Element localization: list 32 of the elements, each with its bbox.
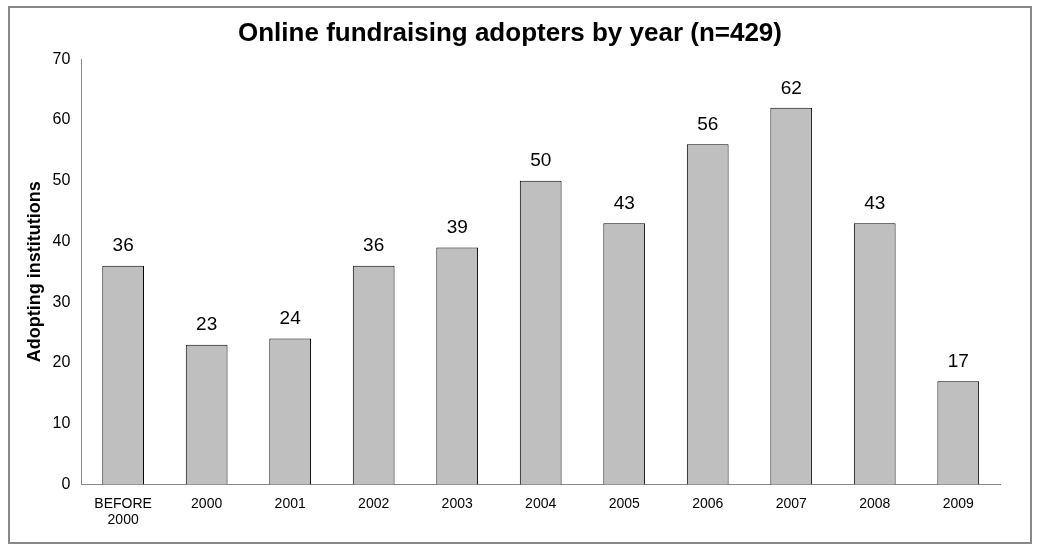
x-tick-label: 2007 (775, 494, 808, 511)
y-tick-label: 30 (52, 292, 71, 310)
x-tick-label: 2001 (274, 494, 306, 511)
data-label: 23 (196, 313, 218, 335)
y-tick-label: 10 (52, 414, 71, 432)
data-label: 56 (697, 112, 719, 134)
x-tick-label: 2006 (692, 494, 724, 511)
y-tick-label: 60 (52, 110, 71, 128)
data-label: 36 (363, 234, 385, 256)
data-label: 43 (613, 191, 635, 213)
data-label: 17 (947, 349, 969, 371)
y-tick-label: 20 (52, 353, 71, 371)
y-axis-title: Adopting institutions (23, 181, 44, 363)
data-label: 36 (112, 234, 134, 256)
data-label: 39 (446, 216, 468, 238)
x-tick-label: 2003 (441, 494, 473, 511)
y-tick-label: 70 (52, 49, 71, 67)
data-label: 50 (530, 149, 552, 171)
data-label: 43 (864, 191, 886, 213)
y-tick-label: 50 (52, 171, 71, 189)
x-tick-label: 2008 (859, 494, 891, 511)
y-tick-label: 40 (52, 231, 71, 249)
chart-title: Online fundraising adopters by year (n=429) (238, 16, 782, 47)
data-label: 62 (780, 76, 802, 98)
x-tick-label: BEFORE 2000 (94, 494, 152, 528)
x-tick-label: 2009 (942, 494, 975, 511)
data-label: 24 (279, 307, 302, 329)
x-tick-label: 2002 (358, 494, 390, 511)
x-tick-label: 2000 (191, 494, 223, 511)
x-tick-label: 2004 (525, 494, 557, 511)
x-tick-label: 2005 (608, 494, 640, 511)
y-tick-label: 0 (61, 474, 71, 492)
